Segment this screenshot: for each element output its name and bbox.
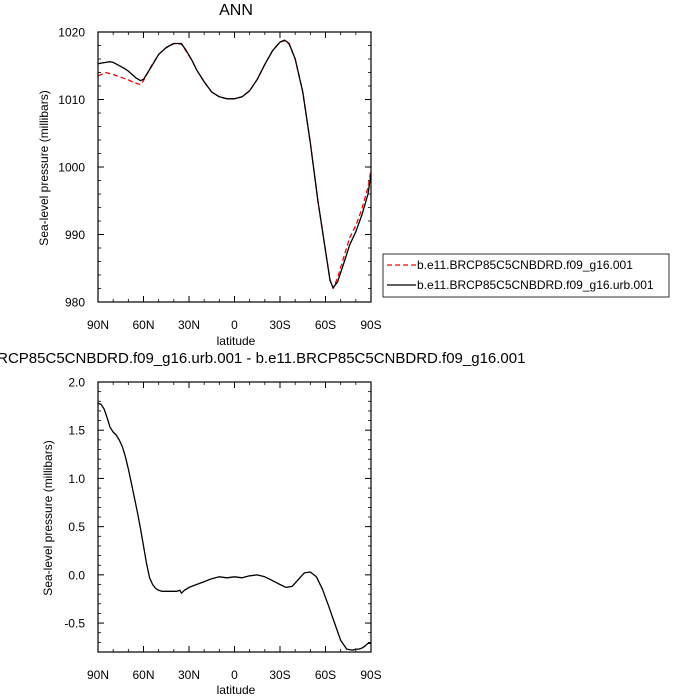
bottom-chart-y-tick-labels: -0.5 0.0 0.5 1.0 1.5 2.0 (64, 376, 85, 631)
x-tick-label: 90S (360, 318, 381, 332)
top-chart-ylabel: Sea-level pressure (millibars) (37, 90, 51, 245)
y-tick-label: 0.5 (68, 520, 85, 534)
bottom-chart-frame (97, 381, 372, 653)
bottom-chart-x-tick-labels: 90N 60N 30N 0 30S 60S 90S (87, 668, 382, 682)
top-chart-legend: b.e11.BRCP85C5CNBDRD.f09_g16.001 b.e11.B… (382, 253, 670, 298)
x-tick-label: 0 (231, 318, 238, 332)
x-tick-label: 60S (315, 668, 336, 682)
x-tick-label: 30S (269, 668, 290, 682)
top-chart-axis-ticks (97, 31, 372, 303)
x-tick-label: 60N (132, 318, 154, 332)
x-tick-label: 30N (178, 668, 200, 682)
bottom-chart-ylabel: Sea-level pressure (millibars) (41, 440, 55, 595)
bottom-chart-title: b.e11.BRCP85C5CNBDRD.f09_g16.urb.001 - b… (0, 350, 525, 367)
x-tick-label: 30S (269, 318, 290, 332)
legend-label-control: b.e11.BRCP85C5CNBDRD.f09_g16.001 (417, 258, 633, 272)
y-tick-label: 1000 (58, 161, 85, 175)
bottom-chart-panel: b.e11.BRCP85C5CNBDRD.f09_g16.urb.001 - b… (0, 350, 525, 697)
y-tick-label: 1020 (58, 26, 85, 40)
x-tick-label: 0 (231, 668, 238, 682)
x-tick-label: 90N (87, 668, 109, 682)
top-chart-frame (97, 31, 372, 303)
y-tick-label: 1.0 (68, 472, 85, 486)
x-tick-label: 30N (178, 318, 200, 332)
x-tick-label: 60N (132, 668, 154, 682)
legend-label-urban: b.e11.BRCP85C5CNBDRD.f09_g16.urb.001 (417, 278, 654, 292)
top-chart-title: ANN (219, 2, 253, 19)
x-tick-label: 90N (87, 318, 109, 332)
bottom-chart-xlabel: latitude (217, 683, 256, 697)
x-tick-label: 90S (360, 668, 381, 682)
y-tick-label: 2.0 (68, 376, 85, 390)
top-chart-xlabel: latitude (217, 334, 256, 348)
series-line-1 (97, 39, 372, 289)
y-tick-label: -0.5 (64, 617, 85, 631)
legend-box (382, 253, 670, 298)
bottom-chart-series (97, 402, 371, 651)
y-tick-label: 0.0 (68, 568, 85, 582)
top-chart-y-tick-labels: 980 990 1000 1010 1020 (58, 26, 85, 310)
series-line-0 (97, 402, 371, 651)
y-tick-label: 1010 (58, 93, 85, 107)
series-line-0 (97, 40, 372, 290)
top-chart-panel: ANN 90N 60N 30N 0 30S 60S 90S 980 990 1000 1010 10… (37, 2, 382, 348)
x-tick-label: 60S (315, 318, 336, 332)
y-tick-label: 980 (65, 296, 85, 310)
top-chart-series (97, 39, 372, 290)
y-tick-label: 1.5 (68, 424, 85, 438)
y-tick-label: 990 (65, 228, 85, 242)
top-chart-x-tick-labels: 90N 60N 30N 0 30S 60S 90S (87, 318, 382, 332)
